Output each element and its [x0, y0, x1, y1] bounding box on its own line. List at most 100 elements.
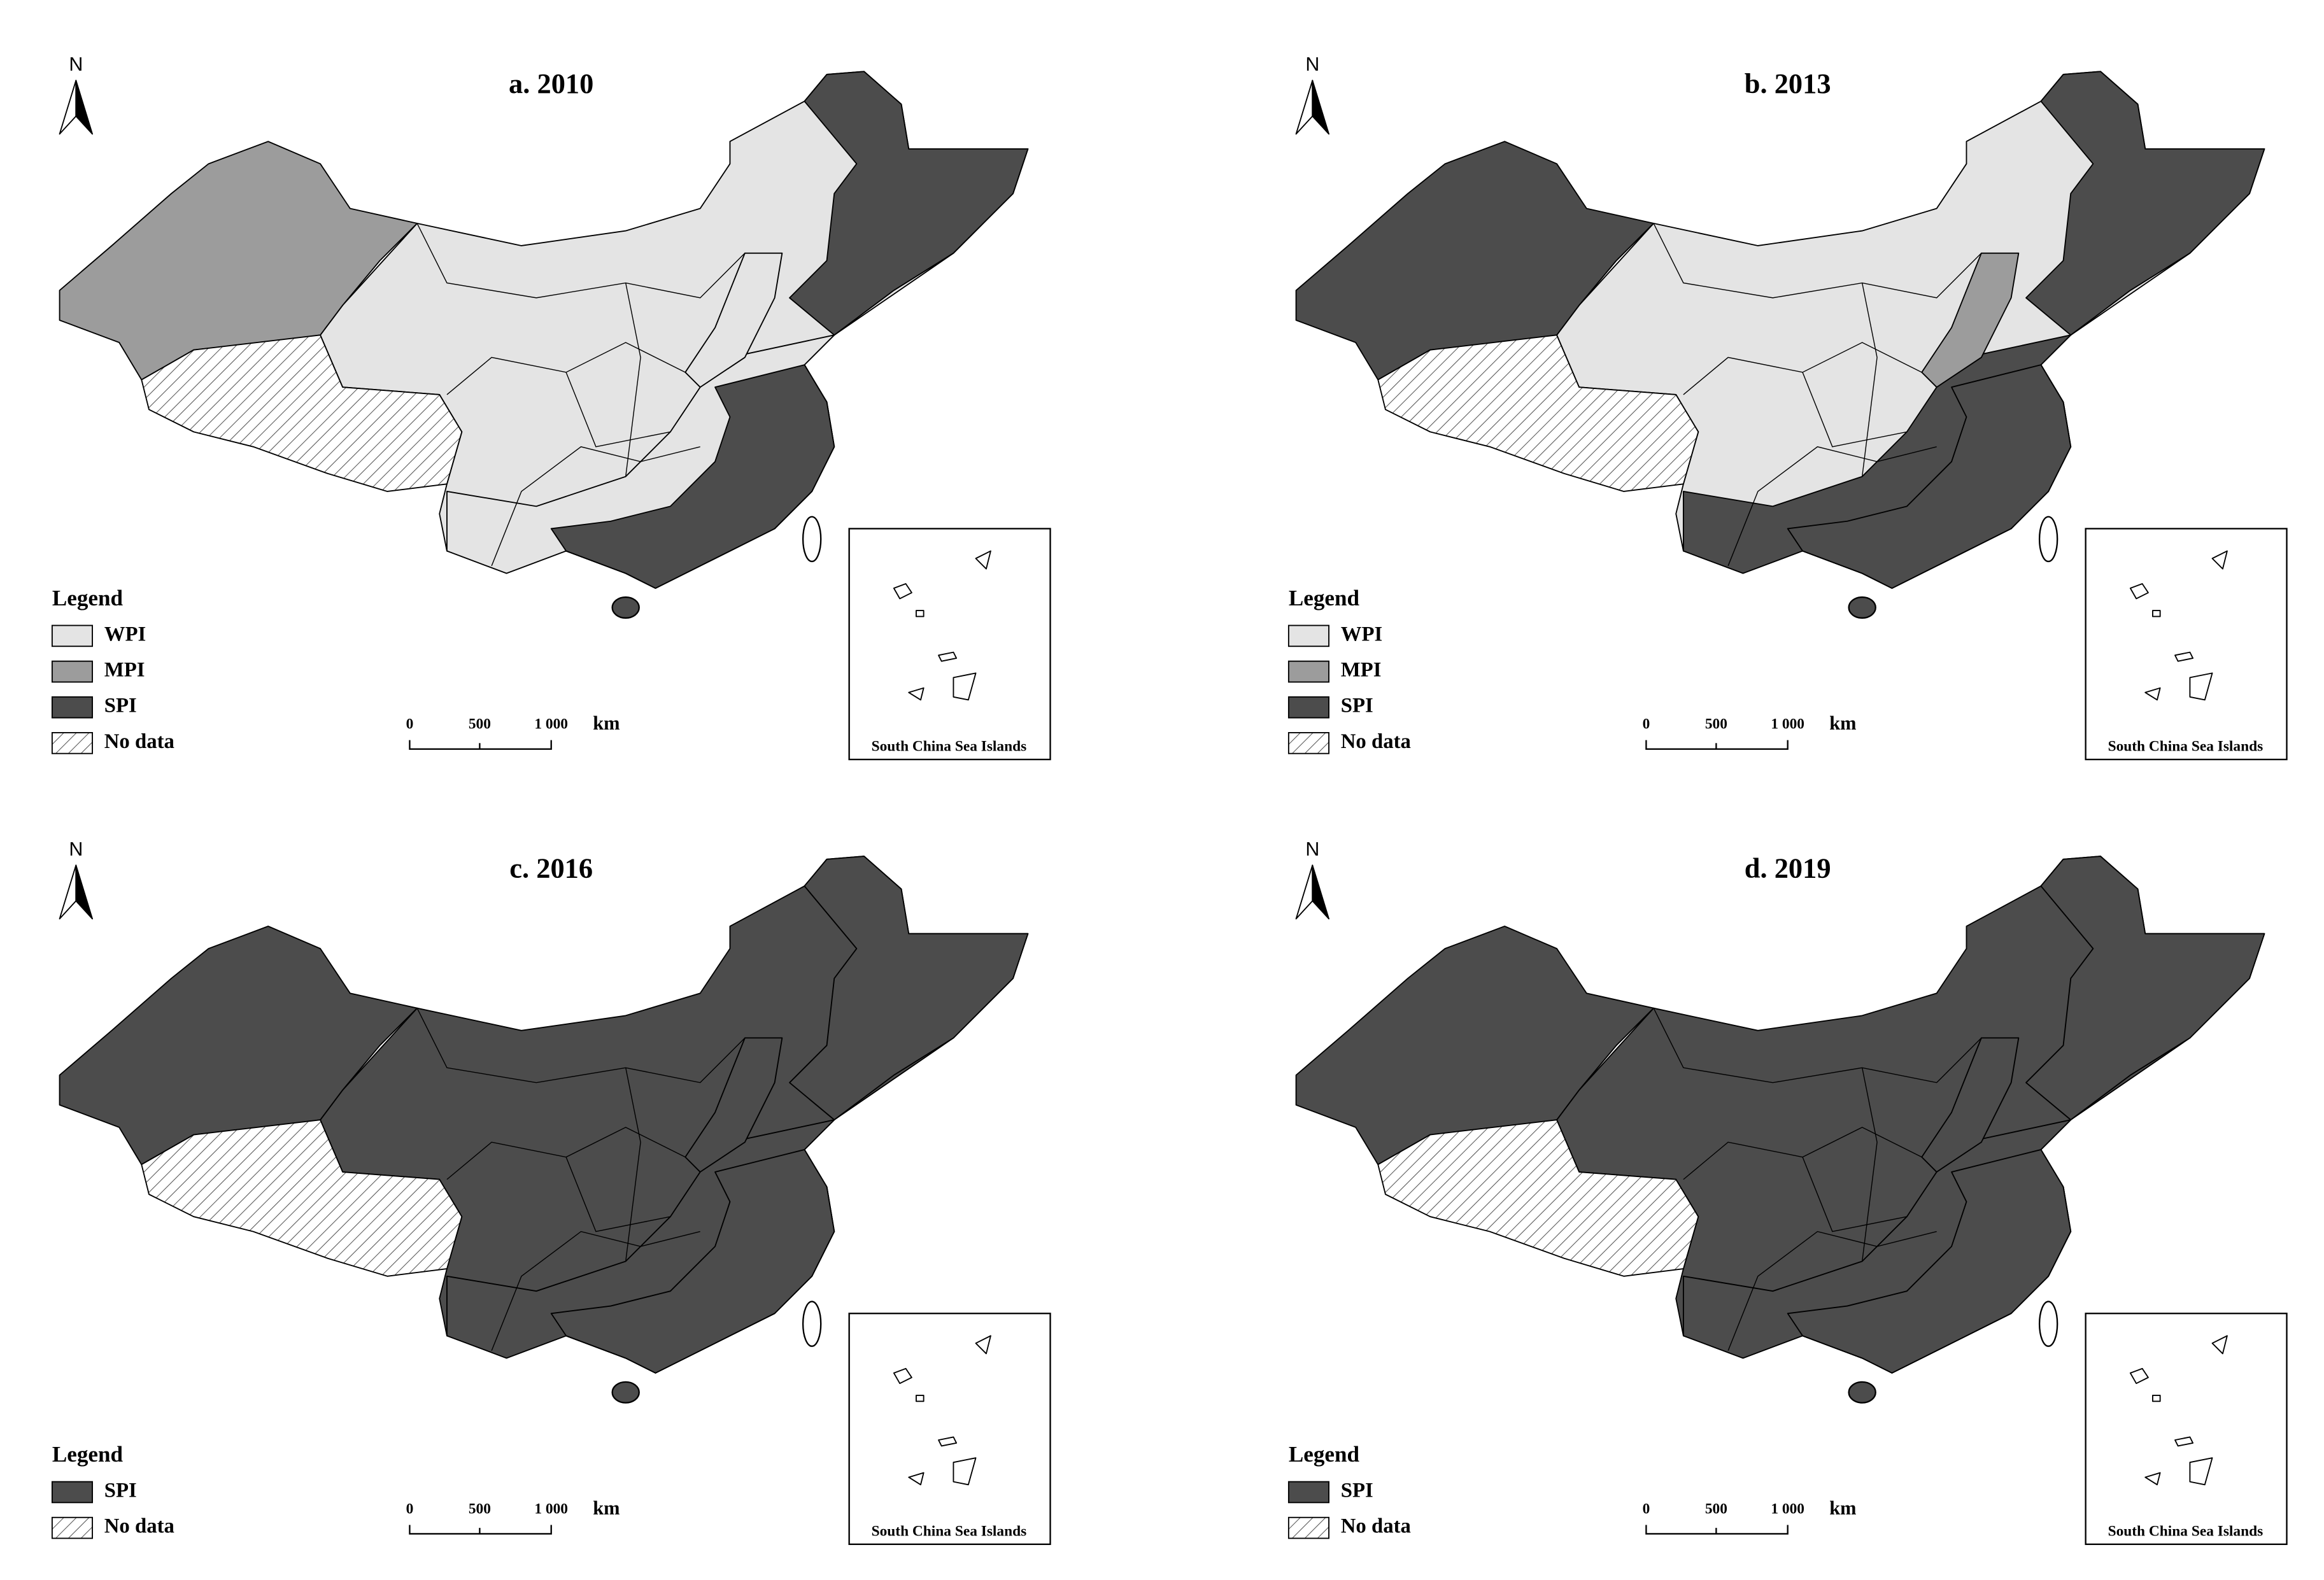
- province-border: [565, 1157, 671, 1232]
- legend-swatch: [51, 732, 93, 754]
- island: [938, 1436, 958, 1447]
- province-border: [565, 372, 671, 448]
- panel-title: a. 2010: [509, 67, 593, 99]
- legend-swatch: [51, 1516, 93, 1539]
- legend-swatch: [1287, 624, 1329, 647]
- region: [1921, 1037, 2020, 1173]
- island: [2211, 550, 2228, 570]
- island: [908, 1472, 925, 1486]
- north-arrow: [75, 864, 93, 920]
- island: [908, 687, 925, 701]
- region: [789, 856, 1029, 1121]
- panel-title: d. 2019: [1745, 852, 1831, 884]
- scale-label: 500: [1705, 716, 1727, 733]
- province-border: [625, 283, 641, 477]
- scale-label: km: [593, 1497, 620, 1519]
- legend-label: SPI: [1341, 1479, 1373, 1502]
- inset-frame: [2085, 1313, 2288, 1546]
- legend-swatch: [51, 624, 93, 647]
- legend-swatch: [1287, 1516, 1329, 1539]
- province-border: [491, 446, 700, 567]
- island: [2174, 651, 2194, 662]
- legend-title: Legend: [52, 586, 124, 610]
- north-label: N: [1305, 53, 1319, 75]
- region: [550, 1149, 835, 1374]
- region: [1295, 141, 1655, 381]
- scale-label: 1 000: [1771, 1500, 1804, 1517]
- taiwan: [2038, 516, 2058, 563]
- scale-label: 500: [1705, 1500, 1727, 1517]
- island: [2211, 1335, 2228, 1355]
- legend-label: WPI: [1341, 623, 1383, 645]
- province-border: [1727, 446, 1937, 567]
- island: [2144, 1472, 2161, 1486]
- province-border: [1727, 1231, 1937, 1351]
- inset-label: South China Sea Islands: [872, 738, 1027, 755]
- scale-label: 0: [1643, 1500, 1650, 1517]
- province-border: [1861, 1068, 1878, 1262]
- island: [916, 1394, 925, 1402]
- province-border: [1653, 1008, 1982, 1083]
- inset-label: South China Sea Islands: [2108, 738, 2264, 755]
- region: [2025, 856, 2265, 1121]
- hainan: [1848, 1381, 1876, 1404]
- island: [938, 651, 958, 662]
- legend-title: Legend: [52, 1442, 124, 1467]
- province-border: [1861, 283, 1878, 477]
- island: [2189, 1457, 2213, 1486]
- scale-label: 0: [1643, 716, 1650, 733]
- legend-label: SPI: [1341, 695, 1373, 717]
- scale-label: 1 000: [534, 716, 568, 733]
- province-border: [1802, 1157, 1908, 1232]
- region: [1787, 364, 2072, 589]
- taiwan: [2038, 1301, 2058, 1347]
- legend-swatch: [1287, 696, 1329, 719]
- province-border: [416, 223, 746, 299]
- north-label: N: [1305, 838, 1319, 860]
- legend-swatch: [51, 660, 93, 683]
- region: [684, 252, 783, 388]
- island: [953, 672, 977, 701]
- hainan: [1848, 596, 1876, 619]
- legend-label: No data: [104, 1515, 174, 1538]
- region-no-data: [141, 1119, 463, 1277]
- legend-label: No data: [1341, 730, 1411, 753]
- region: [59, 926, 418, 1166]
- inset-label: South China Sea Islands: [2108, 1523, 2264, 1540]
- north-label: N: [69, 838, 83, 860]
- region-no-data: [1377, 1119, 1699, 1277]
- legend-swatch: [1287, 1481, 1329, 1504]
- panel-title: c. 2016: [509, 852, 593, 884]
- north-arrow: [75, 80, 93, 135]
- island: [2129, 1367, 2149, 1385]
- scale-label: 1 000: [534, 1500, 568, 1517]
- island: [916, 610, 925, 617]
- island: [2151, 1394, 2161, 1402]
- inset-frame: [2085, 528, 2288, 761]
- island: [2189, 672, 2213, 701]
- legend-label: SPI: [104, 695, 137, 717]
- north-arrow: [1312, 80, 1329, 135]
- legend-swatch: [51, 696, 93, 719]
- island: [2129, 583, 2149, 600]
- region: [684, 1037, 783, 1173]
- legend-label: No data: [1341, 1515, 1411, 1538]
- scale-label: 1 000: [1771, 716, 1804, 733]
- taiwan: [802, 516, 822, 563]
- map-panel: South China Sea Islands Nb. 2013 Legend WPI…: [1287, 53, 2288, 761]
- island: [975, 1335, 991, 1355]
- legend-label: SPI: [104, 1479, 137, 1502]
- north-arrow: [1295, 864, 1314, 920]
- scale-label: km: [1829, 1497, 1856, 1519]
- island: [2144, 687, 2161, 701]
- scale-bar: [1645, 740, 1789, 750]
- inset-frame: [848, 528, 1051, 761]
- taiwan: [802, 1301, 822, 1347]
- region-no-data: [1377, 334, 1699, 492]
- north-arrow: [1312, 864, 1329, 920]
- hainan: [611, 1381, 640, 1404]
- map-panel: South China Sea Islands Na. 2010 Legend WPI…: [51, 53, 1051, 761]
- map-panel: South China Sea Islands Nc. 2016 Legend SPI…: [51, 838, 1051, 1546]
- inset-label: South China Sea Islands: [872, 1523, 1027, 1540]
